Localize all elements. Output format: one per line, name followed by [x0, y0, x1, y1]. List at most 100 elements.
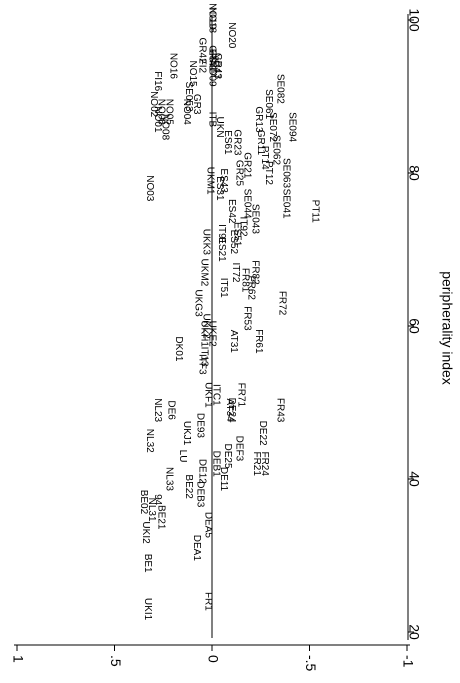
point-label: IT91: [216, 224, 227, 244]
point-label: DEB1: [210, 451, 221, 478]
point-label: 94: [152, 494, 163, 506]
point-label: NL32: [144, 429, 155, 453]
y-tick-label: 1: [10, 655, 26, 663]
point-label: FR82: [249, 260, 260, 285]
y-tick-label: 0: [205, 655, 221, 663]
point-label: GR13: [253, 106, 264, 133]
point-label: FI2: [197, 59, 208, 74]
x-tick-label: 60: [407, 318, 423, 334]
point-label: SE043: [249, 204, 260, 234]
point-label: UKE2: [206, 321, 217, 348]
point-label: ES7: [206, 49, 217, 68]
point-label: NO04: [181, 99, 192, 126]
point-label: ES51: [232, 222, 243, 247]
point-label: UKN: [214, 117, 225, 138]
point-label: PT11: [310, 200, 321, 224]
point-label: GR21: [241, 152, 252, 179]
point-label: NO15: [187, 60, 198, 87]
point-label: NL33: [163, 467, 174, 491]
point-label: FR21: [251, 451, 262, 476]
point-label: LU: [177, 450, 188, 463]
point-label: FR72: [277, 291, 288, 316]
x-tick-label: 100: [407, 8, 423, 32]
point-label: SE062: [271, 135, 282, 165]
point-label: SE082: [275, 74, 286, 104]
point-label: UKF1: [202, 382, 213, 408]
point-label: ES42: [226, 199, 237, 224]
point-label: GR43: [212, 53, 223, 80]
point-label: AT31: [228, 330, 239, 354]
point-label: ITF3: [197, 354, 208, 375]
point-label: ES31: [214, 176, 225, 201]
axes: 20 40 60 80 100 1 .5 0 -.5 -1: [10, 8, 422, 671]
point-label: PT12: [263, 161, 274, 185]
point-label: AT34: [224, 399, 235, 423]
point-label: FR53: [241, 306, 252, 331]
point-label: ES43: [218, 168, 229, 193]
point-label: SE061: [263, 89, 274, 119]
point-label: GR42: [197, 38, 208, 65]
point-label: NO03: [144, 175, 155, 202]
point-label: BE02: [138, 490, 149, 515]
point-label: DE93: [195, 413, 206, 438]
point-label: UKL2: [201, 313, 212, 338]
point-label: DK01: [173, 336, 184, 361]
point-label: DEA1: [191, 535, 202, 562]
point-label: FR71: [236, 383, 247, 408]
point-label: DEA5: [202, 512, 213, 539]
point-label: BE21: [156, 505, 167, 530]
point-label: GR3: [191, 94, 202, 115]
point-label: ES21: [216, 237, 227, 262]
point-label: FR1: [202, 592, 213, 611]
point-label: NO20: [226, 22, 237, 49]
point-label: UKI1: [142, 598, 153, 621]
point-label: DE11: [218, 467, 229, 492]
y-tick-label: .5: [108, 655, 124, 667]
point-label: UKM2: [199, 259, 210, 287]
point-label: FI16: [152, 71, 163, 91]
point-label: ES52: [228, 230, 239, 255]
point-label: NO05: [163, 99, 174, 126]
point-label: NO09: [206, 60, 217, 87]
point-label: SE041: [280, 189, 291, 219]
point-label: NO02: [148, 91, 159, 118]
point-label: ITB: [206, 112, 217, 128]
point-label: DE6: [165, 400, 176, 420]
point-label: FR81: [240, 268, 251, 293]
point-label: NO08: [160, 114, 171, 141]
point-label: FR24: [259, 451, 270, 476]
point-label: UKI2: [140, 521, 151, 544]
point-label: NO01: [152, 106, 163, 133]
point-label: FR62: [245, 276, 256, 301]
point-label: DE22: [257, 421, 268, 446]
point-label: NO06: [156, 99, 167, 126]
x-tick-label: 40: [407, 471, 423, 487]
point-label: DE12: [197, 459, 208, 484]
point-label: DEB3: [195, 481, 206, 508]
point-label: IT72: [230, 262, 241, 282]
point-label: ITC1: [210, 384, 221, 406]
point-label: NL31: [146, 498, 157, 522]
x-axis-title: peripherality index: [439, 271, 455, 385]
point-label: BE1: [142, 554, 153, 573]
point-label: UKM1: [204, 167, 215, 195]
x-tick-label: 20: [407, 624, 423, 640]
y-tick-label: -.5: [303, 655, 319, 672]
point-label: IT13: [199, 347, 210, 367]
point-label: SE053: [183, 81, 194, 111]
y-tick-label: -1: [400, 655, 416, 668]
point-label: DE25: [222, 444, 233, 469]
point-label: NO18: [206, 7, 217, 34]
point-label: DE24: [226, 398, 237, 423]
point-label: NO17: [210, 53, 221, 80]
point-label: UKH1: [199, 320, 210, 347]
point-label: UKK3: [201, 229, 212, 256]
point-label: SE063: [280, 158, 291, 188]
point-label: SE044: [241, 189, 252, 219]
point-label: BE22: [183, 474, 194, 499]
point-label: UKJ1: [181, 421, 192, 446]
point-label: FR43: [275, 398, 286, 423]
point-label: UKG3: [193, 289, 204, 317]
x-tick-label: 80: [407, 165, 423, 181]
